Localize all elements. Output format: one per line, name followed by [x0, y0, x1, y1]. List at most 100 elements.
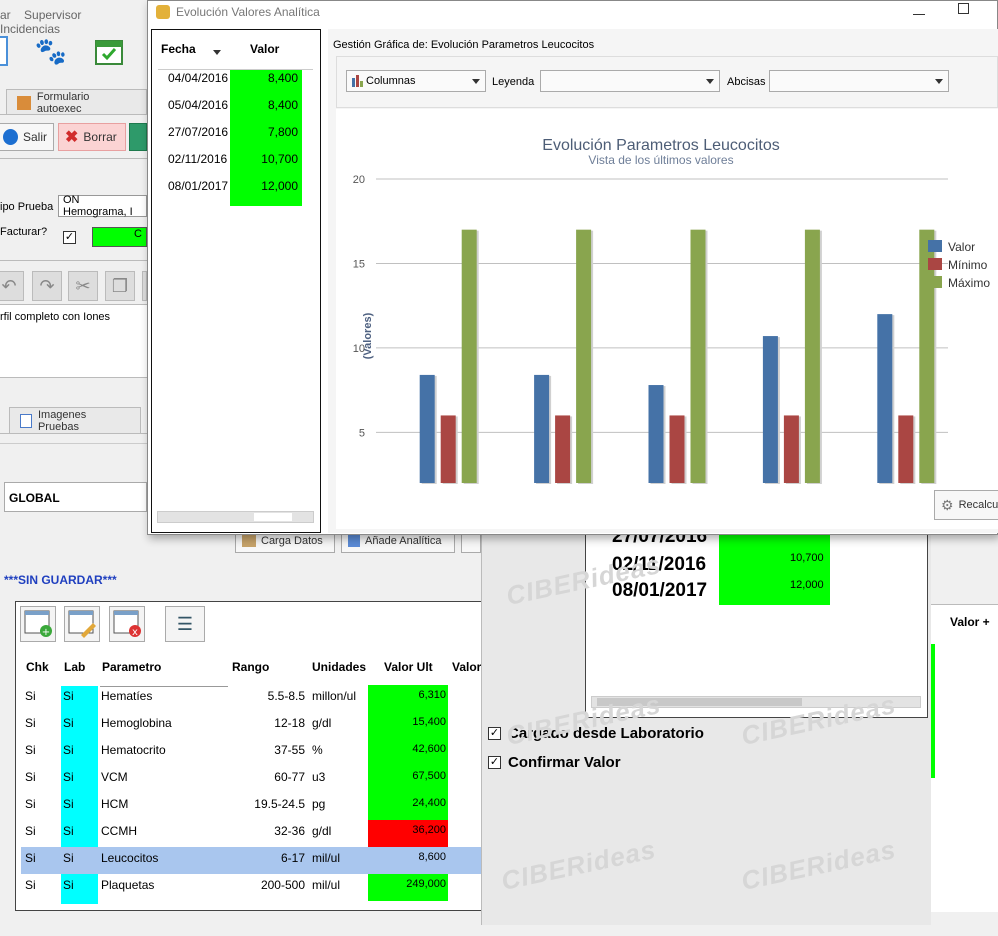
confirmar-checkbox[interactable]: ✓ — [488, 756, 501, 769]
legend-item[interactable]: Mínimo — [948, 258, 988, 272]
bar-maximo[interactable] — [804, 229, 820, 483]
leyenda-combo[interactable] — [540, 70, 720, 92]
tipo-prueba-field[interactable]: ON Hemograma, I — [58, 194, 147, 218]
valor-ult-cell[interactable]: 8,600 — [418, 851, 446, 863]
paw-icon[interactable]: 🐾 — [34, 35, 68, 66]
col-header-parametro[interactable]: Parametro — [102, 660, 162, 674]
col-header-chk[interactable]: Chk — [26, 660, 49, 674]
bar-minimo[interactable] — [783, 415, 799, 483]
bar-valor[interactable] — [877, 314, 893, 483]
undo-icon[interactable]: ↶ — [0, 271, 24, 301]
bar-maximo[interactable] — [461, 229, 477, 483]
fecha-cell[interactable]: 02/11/2016 — [168, 152, 228, 166]
menu-bar: ar Supervisor Incidencias — [0, 8, 150, 36]
valor-cell[interactable]: 10,700 — [261, 152, 298, 166]
valor-plus-header[interactable]: Valor + — [950, 615, 990, 629]
edit-row-icon[interactable] — [64, 606, 100, 642]
bar-valor[interactable] — [762, 336, 778, 483]
facturar-checkbox[interactable]: ✓ — [63, 231, 76, 244]
col-header-valor[interactable]: Valor — [250, 42, 280, 56]
menu-item-archivo[interactable]: ar — [0, 8, 11, 22]
add-row-icon[interactable]: + — [20, 606, 56, 642]
valor-ult-cell[interactable]: 67,500 — [412, 770, 446, 782]
rango-cell: 6-17 — [280, 851, 305, 865]
valor-ult-cell[interactable]: 24,400 — [412, 797, 446, 809]
col-header-unidades[interactable]: Unidades — [312, 660, 367, 674]
bar-minimo[interactable] — [555, 415, 571, 483]
menu-item-supervisor[interactable]: Supervisor — [24, 8, 82, 22]
fecha-cell[interactable]: 08/01/2017 — [168, 179, 229, 193]
legend-item[interactable]: Valor — [948, 240, 975, 254]
sort-down-icon[interactable] — [213, 50, 221, 55]
valor-ult-cell[interactable]: 6,310 — [418, 689, 446, 701]
recalcular-button[interactable]: ⚙ Recalcu — [934, 490, 998, 520]
unidades-cell: mil/ul — [312, 851, 341, 865]
delete-row-icon[interactable]: x — [109, 606, 145, 642]
minimize-icon[interactable] — [913, 3, 925, 15]
fecha-cell[interactable]: 04/04/2016 — [168, 71, 229, 85]
parametro-cell: VCM — [101, 770, 128, 784]
chk-cell[interactable]: Si — [25, 689, 36, 703]
bar-valor[interactable] — [534, 374, 550, 483]
list-icon[interactable]: ☰ — [165, 606, 205, 642]
bar-maximo[interactable] — [919, 229, 935, 483]
chk-cell[interactable]: Si — [25, 743, 36, 757]
valor-ult-cell[interactable]: 249,000 — [406, 878, 446, 890]
global-combo[interactable]: GLOBAL — [4, 482, 147, 512]
abcisas-combo[interactable] — [769, 70, 949, 92]
maximize-icon[interactable] — [958, 3, 969, 14]
redo-icon[interactable]: ↷ — [32, 271, 62, 301]
copy-icon[interactable]: ❐ — [105, 271, 135, 301]
col-header-valor[interactable]: Valor — [452, 660, 482, 674]
bar-maximo[interactable] — [690, 229, 706, 483]
legend-item[interactable]: Máximo — [948, 276, 990, 290]
col-header-valor-ult[interactable]: Valor Ult — [384, 660, 433, 674]
chk-cell[interactable]: Si — [25, 878, 36, 892]
valor-cell[interactable]: 12,000 — [261, 179, 298, 193]
chk-cell[interactable]: Si — [25, 851, 36, 865]
paste-icon[interactable] — [142, 271, 147, 301]
cargado-checkbox[interactable]: ✓ — [488, 727, 501, 740]
chk-cell[interactable]: Si — [25, 770, 36, 784]
valor-ult-cell[interactable]: 36,200 — [412, 824, 446, 836]
col-header-fecha[interactable]: Fecha — [161, 42, 196, 56]
valor-cell[interactable]: 8,400 — [267, 98, 298, 112]
chk-cell[interactable]: Si — [25, 716, 36, 730]
col-header-rango[interactable]: Rango — [232, 660, 270, 674]
chk-cell[interactable]: Si — [25, 797, 36, 811]
valor-ult-cell[interactable]: 42,600 — [412, 743, 446, 755]
back-date-1: 02/11/2016 — [612, 554, 707, 575]
table-row-selected[interactable] — [21, 847, 482, 874]
scissors-icon[interactable]: ✂ — [68, 271, 98, 301]
save-button[interactable] — [129, 123, 147, 151]
bar-minimo[interactable] — [669, 415, 685, 483]
tab-imagenes-pruebas[interactable]: Imagenes Pruebas — [9, 407, 141, 433]
tipo-grafico-value: Columnas — [366, 75, 416, 87]
salir-button[interactable]: Salir — [0, 123, 54, 151]
tipo-grafico-combo[interactable]: Columnas — [346, 70, 486, 92]
menu-item-incidencias[interactable]: Incidencias — [0, 22, 61, 36]
col-header-lab[interactable]: Lab — [64, 660, 86, 674]
back-scroll-thumb[interactable] — [597, 698, 802, 706]
bar-valor[interactable] — [419, 374, 435, 483]
bar-minimo[interactable] — [898, 415, 914, 483]
calendar-check-icon[interactable] — [92, 34, 126, 68]
legend-swatch — [928, 258, 942, 270]
document-icon[interactable] — [0, 36, 8, 66]
fecha-cell[interactable]: 05/04/2016 — [168, 98, 229, 112]
rango-cell: 37-55 — [274, 743, 305, 757]
valor-cell[interactable]: 8,400 — [267, 71, 298, 85]
borrar-button[interactable]: ✖ Borrar — [58, 123, 126, 151]
list-scroll-thumb[interactable] — [254, 513, 292, 521]
dialog-titlebar[interactable]: Evolución Valores Analítica — [148, 1, 997, 23]
tab-formulario-autoexec[interactable]: Formulario autoexec — [6, 89, 147, 115]
chk-cell[interactable]: Si — [25, 824, 36, 838]
valor-cell[interactable]: 7,800 — [267, 125, 298, 139]
bar-maximo[interactable] — [576, 229, 592, 483]
unidades-cell: g/dl — [312, 824, 332, 838]
chart-area: Evolución Parametros Leucocitos Vista de… — [336, 109, 998, 529]
valor-ult-cell[interactable]: 15,400 — [412, 716, 446, 728]
bar-valor[interactable] — [648, 385, 664, 483]
bar-minimo[interactable] — [440, 415, 456, 483]
fecha-cell[interactable]: 27/07/2016 — [168, 125, 229, 139]
